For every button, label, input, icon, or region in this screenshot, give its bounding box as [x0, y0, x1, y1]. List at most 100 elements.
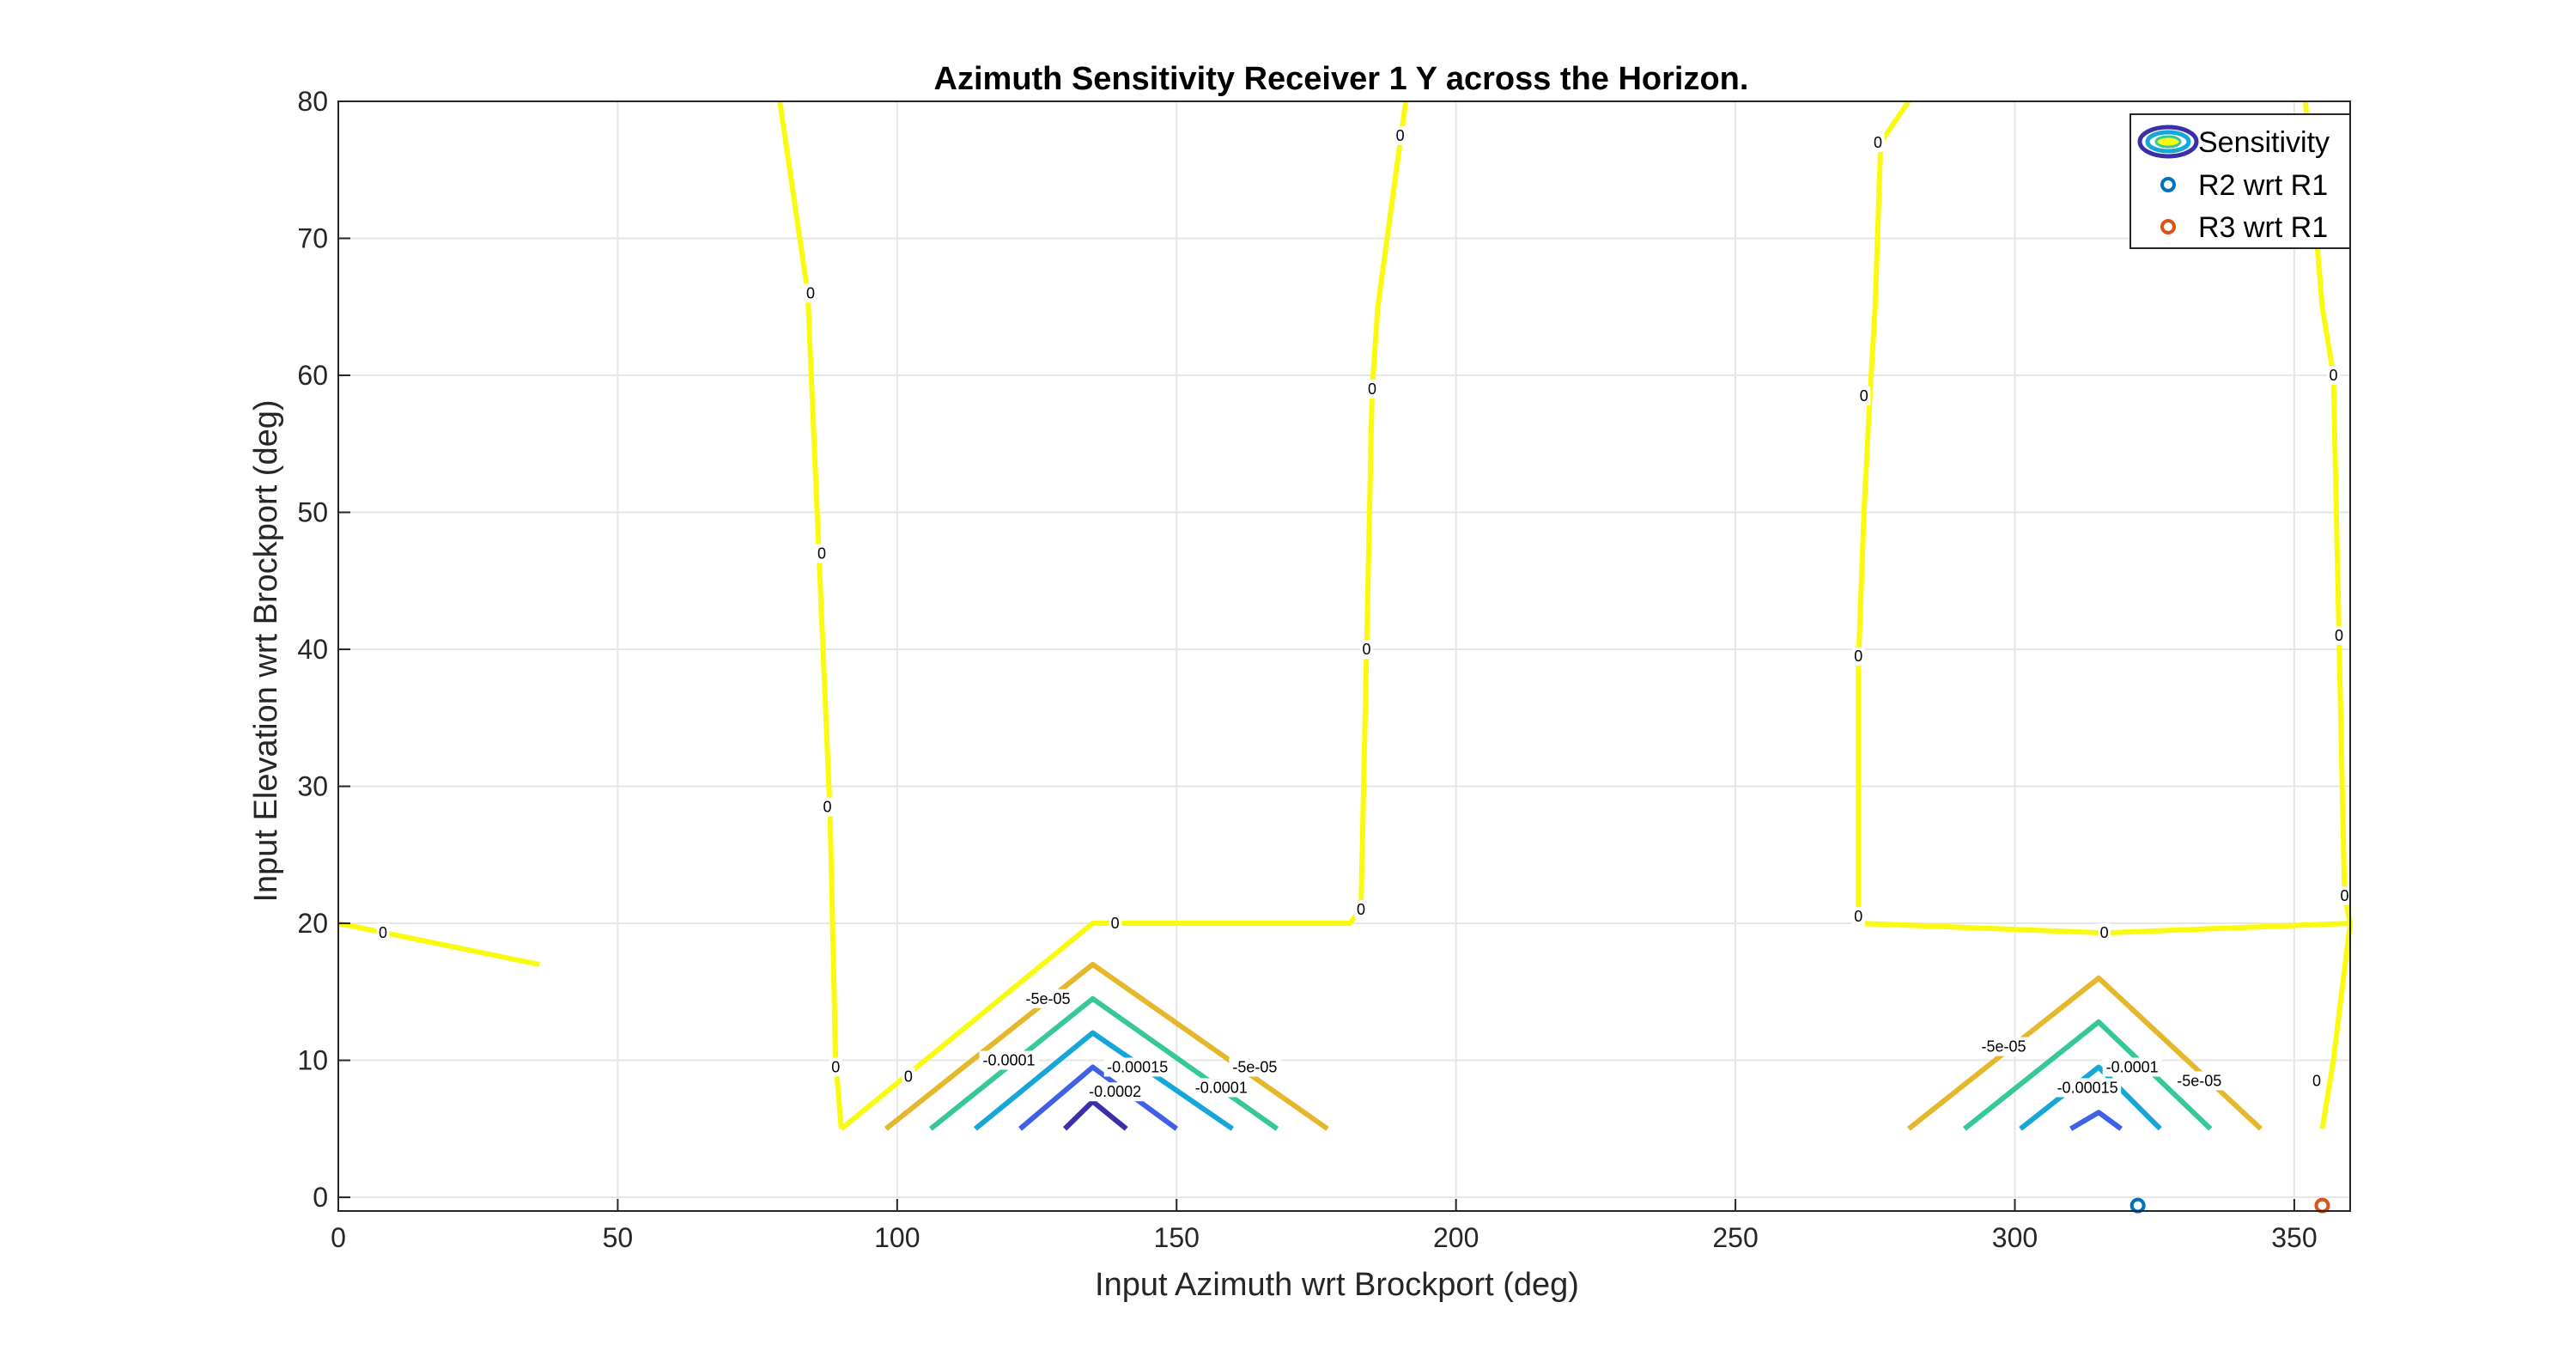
- contour-label: 0: [817, 545, 826, 562]
- contour-label: -5e-05: [1026, 990, 1071, 1007]
- contour-label-bg: [1022, 989, 1074, 1008]
- contour-label: 0: [1860, 387, 1868, 405]
- contour-label: -0.0002: [1089, 1083, 1141, 1100]
- contour-label: -5e-05: [1981, 1038, 2026, 1056]
- contour-label: -5e-05: [2177, 1072, 2221, 1089]
- legend-contour-icon: [2137, 125, 2199, 159]
- contour-label-bg: [1109, 914, 1122, 934]
- contour-label-bg: [2102, 1057, 2162, 1077]
- y-tick-label: 30: [297, 771, 328, 802]
- contour-label-bg: [2332, 626, 2346, 646]
- contour-label-bg: [815, 544, 829, 563]
- contour-label-bg: [2326, 366, 2340, 386]
- contour-label: 0: [1396, 127, 1405, 144]
- legend-label-r2: R2 wrt R1: [2198, 169, 2328, 202]
- contour-label-bg: [1354, 900, 1368, 920]
- contour-label-bg: [1978, 1037, 2030, 1056]
- x-tick-label: 50: [603, 1222, 634, 1253]
- contour-label: 0: [2335, 627, 2343, 644]
- contour-label: 0: [1874, 134, 1882, 151]
- y-axis-ticks: 0 10 20 30 40 50 60 70 80: [297, 86, 350, 1213]
- contour-label-bg: [1857, 386, 1871, 405]
- contour-line: [2019, 1064, 2162, 1131]
- contour-line: [1856, 100, 2353, 936]
- contour-line: [1018, 1064, 1179, 1131]
- contour-label: 0: [1111, 915, 1120, 932]
- x-tick-label: 250: [1712, 1222, 1758, 1253]
- y-tick-label: 60: [297, 360, 328, 391]
- x-tick-label: 200: [1433, 1222, 1479, 1253]
- contour-label-bg: [829, 1057, 842, 1077]
- contour-label-bg: [1360, 640, 1374, 660]
- x-tick-label: 350: [2271, 1222, 2317, 1253]
- contour-label-bg: [1365, 379, 1379, 399]
- contour-label-bg: [2098, 923, 2111, 943]
- contour-line: [337, 921, 540, 967]
- contour-label: 0: [1368, 380, 1376, 398]
- y-tick-label: 70: [297, 223, 328, 254]
- legend-entry-sensitivity: Sensitivity: [2137, 125, 2330, 159]
- contour-label-bg: [1085, 1082, 1145, 1102]
- y-tick-label: 40: [297, 634, 328, 665]
- contour-line: [839, 100, 1409, 1131]
- x-tick-label: 300: [1992, 1222, 2038, 1253]
- contour-label-bg: [1191, 1078, 1251, 1098]
- legend-label-sensitivity: Sensitivity: [2198, 126, 2330, 159]
- plot-area: 0 0 0 0 0 0 0 0 0 0 0 0 0 0 0 0 0 0 0 0 -5e-05 -5e-05 -0.0001 -…: [337, 100, 2353, 1214]
- contour-label-bg: [2310, 1071, 2324, 1091]
- contour-label: 0: [2100, 924, 2109, 941]
- plot-background: [338, 101, 2350, 1211]
- x-axis-ticks: 0 50 100 150 200 250 300 350: [331, 1199, 2318, 1253]
- contour-line: [1062, 1098, 1128, 1131]
- y-tick-label: 80: [297, 86, 328, 117]
- contour-label: -0.00015: [2057, 1079, 2118, 1096]
- contour-label-bg: [2337, 886, 2351, 906]
- contour-label: -0.0001: [982, 1052, 1035, 1069]
- legend-entry-r2: R2 wrt R1: [2160, 169, 2328, 202]
- y-tick-label: 0: [313, 1182, 328, 1213]
- contour-label: 0: [1357, 901, 1365, 918]
- y-tick-label: 20: [297, 908, 328, 939]
- contour-label-bg: [2054, 1078, 2122, 1098]
- contour-label: 0: [2329, 367, 2337, 384]
- x-tick-label: 150: [1154, 1222, 1200, 1253]
- y-tick-label: 50: [297, 497, 328, 528]
- contour-line: [2069, 1110, 2123, 1131]
- contour-label-bg: [2173, 1071, 2226, 1091]
- contour-label: 0: [2340, 887, 2348, 904]
- legend: Sensitivity R2 wrt R1 R3 wrt R1: [2129, 113, 2351, 249]
- contour-label: 0: [2312, 1072, 2321, 1089]
- contour-label: 0: [1363, 641, 1371, 658]
- legend-contour-icon-core: [2154, 135, 2182, 149]
- contour-label: 0: [1854, 648, 1862, 665]
- contour-label-bg: [804, 283, 817, 303]
- legend-label-r3: R3 wrt R1: [2198, 211, 2328, 244]
- contour-label: 0: [831, 1059, 840, 1076]
- contour-label-bg: [1871, 132, 1885, 152]
- plot-frame: [337, 100, 2351, 1212]
- contour-label: -5e-05: [1232, 1059, 1277, 1076]
- contour-labels: 0 0 0 0 0 0 0 0 0 0 0 0 0 0 0 0 0 0 0 0 -5e-05 -5e-05 -0.0001 -…: [376, 125, 2351, 1102]
- contour-label-bg: [1229, 1057, 1281, 1077]
- legend-marker-r3: [2160, 219, 2176, 234]
- contour-label: -0.0001: [2106, 1059, 2159, 1076]
- chart-title: Azimuth Sensitivity Receiver 1 Y across …: [934, 61, 1749, 97]
- contour-label: 0: [1854, 908, 1862, 925]
- contour-label: 0: [379, 924, 387, 941]
- legend-contour-icon-mid: [2145, 130, 2191, 154]
- x-axis-label: Input Azimuth wrt Brockport (deg): [1095, 1267, 1579, 1303]
- contour-line: [974, 1030, 1234, 1131]
- contour-label: 0: [823, 798, 831, 815]
- contour-label-bg: [1851, 907, 1865, 927]
- contour-label-bg: [376, 923, 390, 943]
- contour-label: -0.0001: [1195, 1079, 1248, 1096]
- y-axis-label: Input Elevation wrt Brockport (deg): [248, 399, 284, 902]
- x-tick-label: 100: [874, 1222, 920, 1253]
- contour-line: [2319, 922, 2353, 1129]
- contour-label-bg: [1851, 647, 1865, 666]
- contour-label-bg: [979, 1050, 1039, 1070]
- contour-line: [1963, 1019, 2213, 1131]
- contour-label-bg: [1103, 1057, 1171, 1077]
- x-tick-label: 0: [331, 1222, 346, 1253]
